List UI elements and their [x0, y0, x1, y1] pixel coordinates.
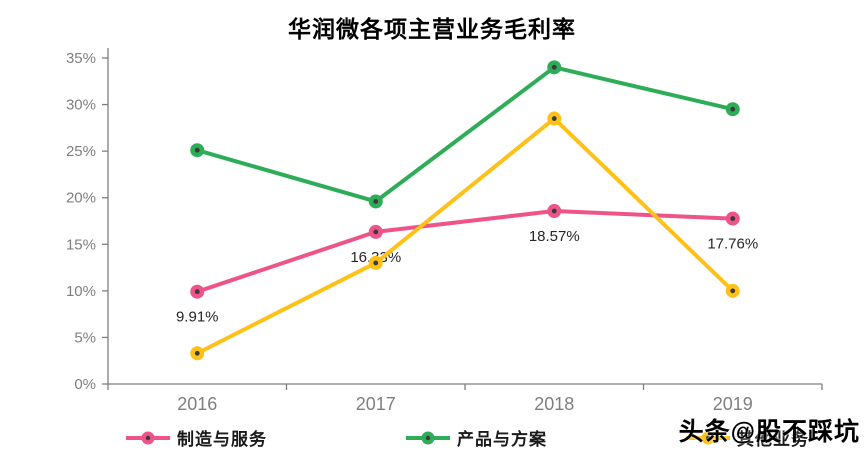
chart-title: 华润微各项主营业务毛利率 [288, 16, 576, 43]
chart-legend: 制造与服务 产品与方案 其他业务 [125, 425, 809, 450]
y-tick-label: 5% [74, 329, 96, 346]
legend-marker-icon [126, 431, 170, 444]
legend-label: 其他业务 [737, 430, 809, 449]
y-tick-label: 10% [66, 283, 96, 300]
data-point-marker-center [373, 260, 379, 266]
y-tick-label: 0% [74, 376, 96, 393]
y-tick-label: 30% [66, 97, 96, 114]
y-tick-label: 20% [66, 190, 96, 207]
data-point-marker-center [730, 106, 736, 112]
legend-label: 制造与服务 [177, 430, 267, 449]
y-tick-label: 25% [66, 143, 96, 160]
data-point-marker-center [194, 289, 200, 295]
x-tick-label: 2018 [534, 394, 574, 414]
legend-item-2: 其他业务 [685, 425, 809, 450]
x-tick-label: 2019 [713, 394, 753, 414]
series-line-0 [195, 209, 735, 294]
series-line-1 [195, 65, 735, 204]
data-point-marker-center [551, 116, 557, 121]
data-point-marker-center [373, 199, 379, 204]
series-1 [190, 60, 740, 209]
data-point-marker-center [551, 64, 557, 70]
data-point-marker-center [194, 147, 200, 153]
legend-item-1: 产品与方案 [405, 425, 547, 450]
data-point-marker-center [194, 350, 200, 356]
data-point-label: 9.91% [176, 309, 219, 326]
watermark: 头条@股不踩坑 [678, 418, 860, 446]
data-point-marker-center [373, 229, 379, 235]
series-line-2 [195, 116, 735, 356]
legend-item-0: 制造与服务 [125, 425, 267, 450]
data-point-label: 17.76% [707, 236, 758, 253]
data-point-label: 18.57% [529, 228, 580, 245]
y-tick-label: 35% [66, 50, 96, 67]
y-tick-label: 15% [66, 236, 96, 253]
data-point-marker-center [730, 288, 736, 294]
data-point-marker-center [730, 216, 736, 221]
legend-marker-icon [406, 431, 450, 444]
x-tick-label: 2017 [356, 394, 396, 414]
series-2 [190, 111, 740, 361]
legend-marker-icon [686, 431, 730, 444]
data-point-marker-center [551, 208, 557, 214]
legend-label: 产品与方案 [457, 430, 547, 449]
series-0: 9.91%16.33%18.57%17.76% [176, 204, 758, 326]
axes: 0% 5% 10% 15% 20% 25% 30% 35% 2016 2017 2018 2019 [66, 48, 823, 414]
x-tick-label: 2016 [177, 394, 217, 414]
